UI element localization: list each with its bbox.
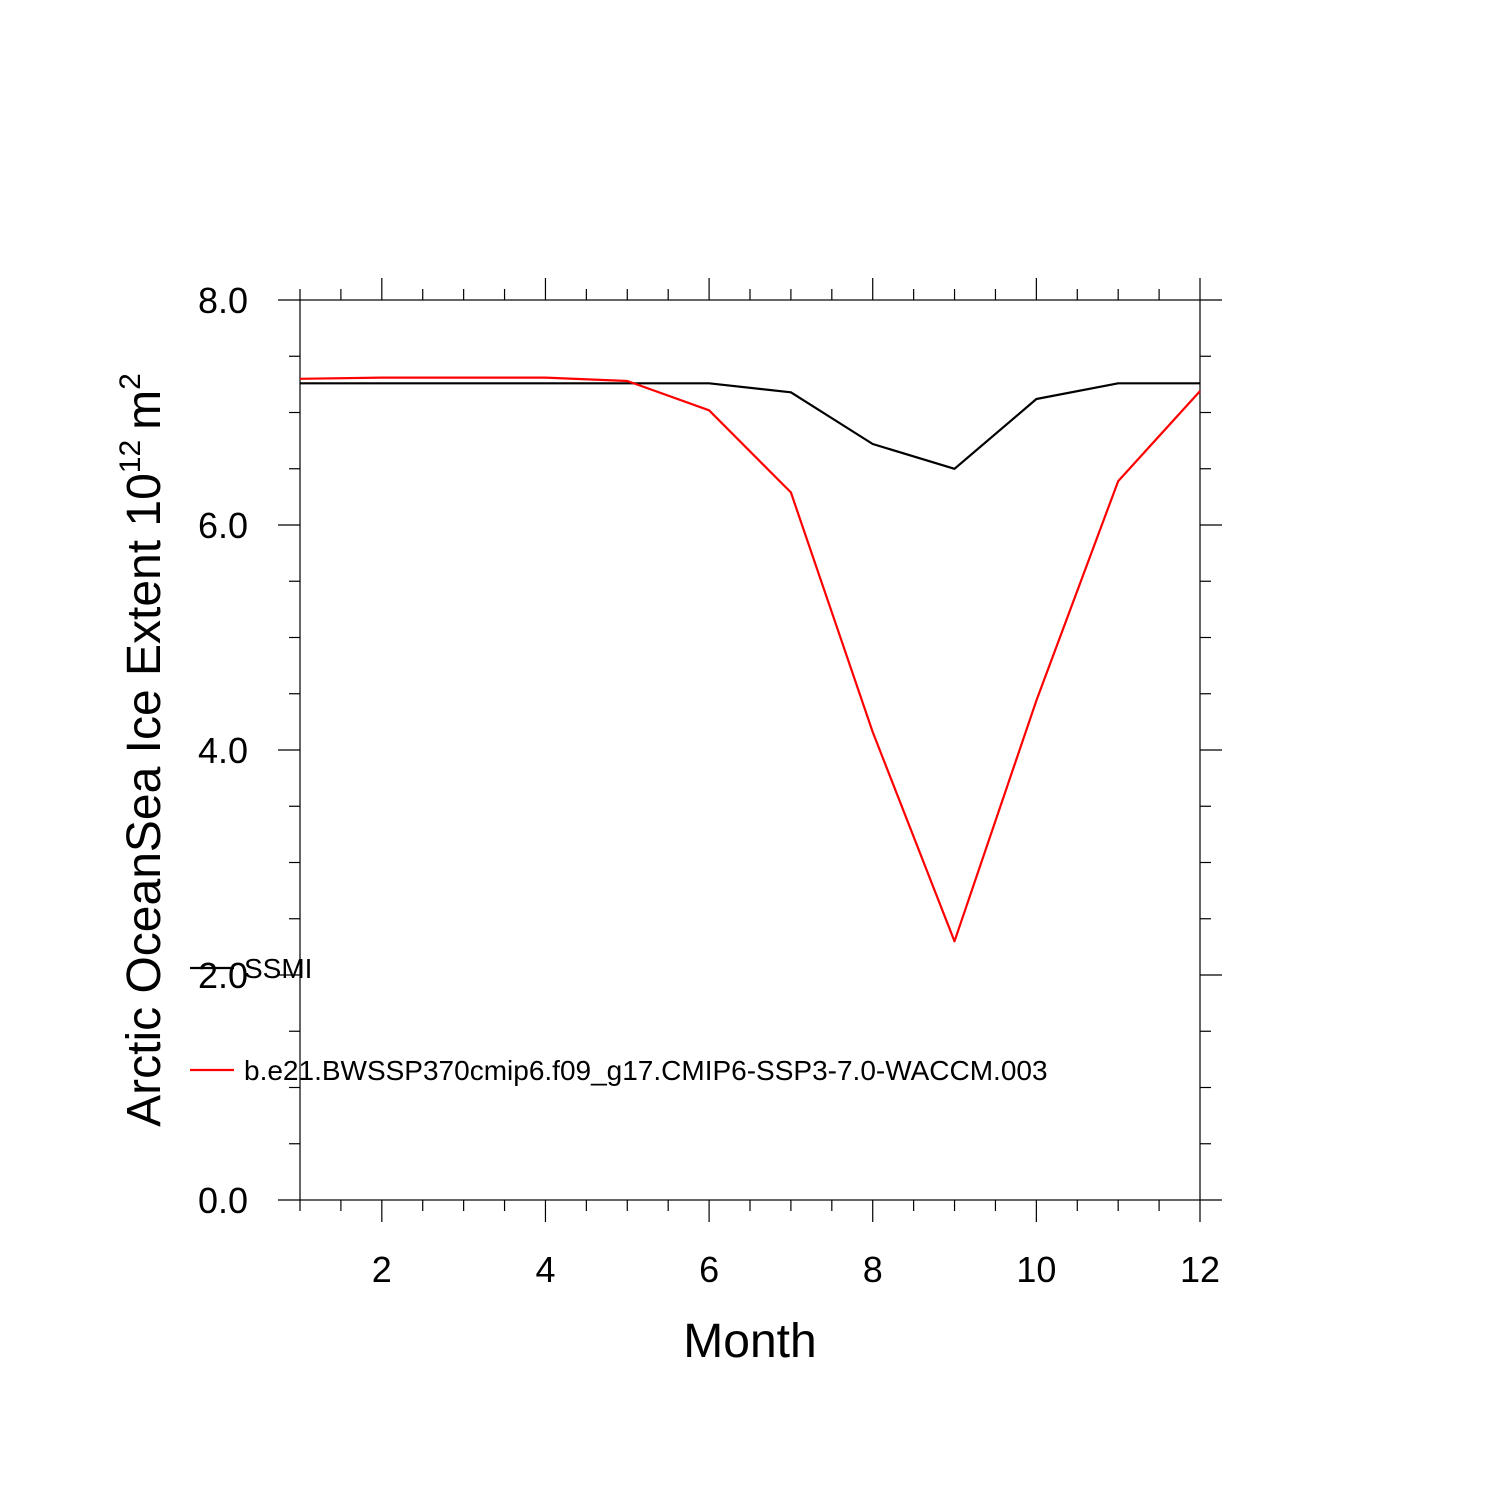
y-axis-title-unit-exponent: 2 <box>114 373 147 390</box>
series-lines <box>299 376 1201 943</box>
tick-labels: 2 4 6 8 10 12 0.0 2.0 4.0 6.0 8.0 <box>198 280 1220 1290</box>
y-tick-label: 4.0 <box>198 730 248 771</box>
series-line-1 <box>300 382 1200 470</box>
y-tick-label: 2.0 <box>198 955 248 996</box>
legend: SSMI b.e21.BWSSP370cmip6.f09_g17.CMIP6-SS… <box>190 953 1048 1086</box>
y-tick-label: 0.0 <box>198 1180 248 1221</box>
x-tick-label: 6 <box>699 1249 719 1290</box>
y-tick-label: 6.0 <box>198 505 248 546</box>
series-line-2 <box>299 376 1201 943</box>
y-axis-title-unit: m <box>118 390 171 430</box>
legend-label-2: b.e21.BWSSP370cmip6.f09_g17.CMIP6-SSP3-7… <box>244 1055 1048 1086</box>
x-tick-label: 4 <box>535 1249 555 1290</box>
x-tick-label: 8 <box>863 1249 883 1290</box>
y-axis-title: Arctic OceanSea Ice Extent 1012 m2 <box>114 373 171 1127</box>
y-axis-title-exponent: 12 <box>114 440 147 473</box>
x-axis-title: Month <box>683 1315 816 1368</box>
y-axis-title-main: Arctic OceanSea Ice Extent 10 <box>118 473 171 1127</box>
plot-frame <box>299 299 1201 1201</box>
x-tick-label: 2 <box>372 1249 392 1290</box>
x-tick-label: 12 <box>1180 1249 1220 1290</box>
axis-ticks <box>278 278 1222 1222</box>
x-tick-label: 10 <box>1016 1249 1056 1290</box>
y-tick-label: 8.0 <box>198 280 248 321</box>
legend-label-1: SSMI <box>244 953 312 984</box>
